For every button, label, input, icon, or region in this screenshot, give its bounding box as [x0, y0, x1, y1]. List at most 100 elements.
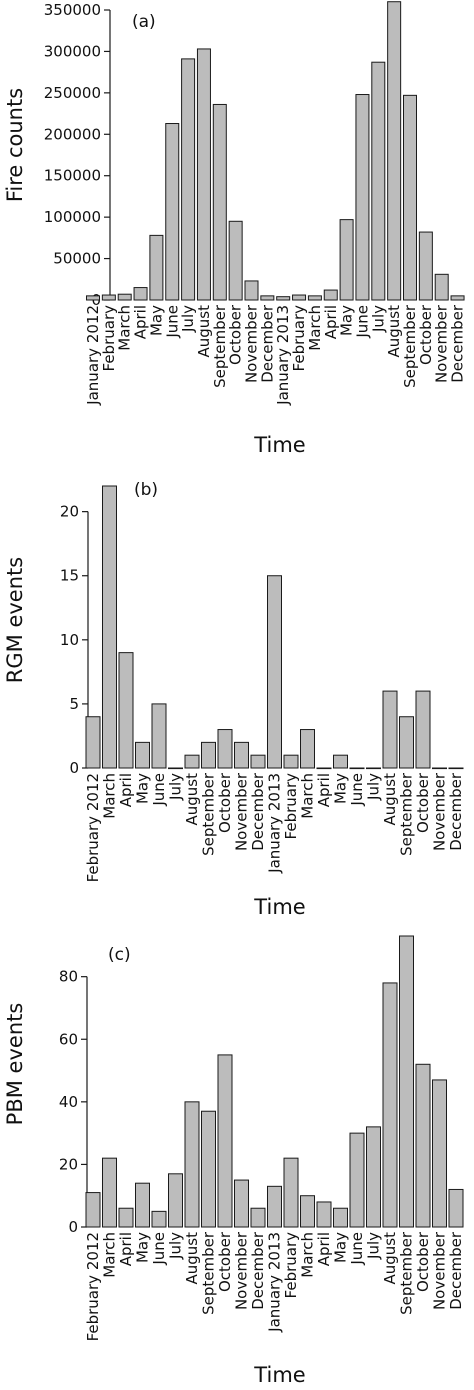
bar: [102, 1157, 117, 1228]
x-tick-label: February: [282, 1232, 300, 1299]
bar: [371, 61, 386, 301]
bar: [415, 690, 431, 769]
bar: [316, 1201, 332, 1228]
x-tick-label: May: [332, 773, 350, 804]
x-tick-label: June: [150, 773, 168, 807]
y-tick-label: 20: [59, 1155, 78, 1173]
y-tick-label: 60: [59, 1030, 78, 1048]
y-tick-label: 10: [60, 631, 79, 649]
x-tick-label: April: [315, 1232, 333, 1266]
bar: [168, 767, 183, 770]
bar: [151, 1210, 167, 1228]
bar: [418, 231, 433, 301]
y-tick-label: 5: [69, 695, 79, 713]
bar: [307, 295, 322, 301]
bar: [387, 1, 402, 301]
bar: [250, 754, 266, 769]
bar: [135, 741, 150, 769]
bar: [250, 1207, 266, 1228]
x-tick-label: April: [322, 305, 340, 339]
x-tick-label: July: [167, 773, 185, 801]
x-tick-label: March: [101, 773, 119, 819]
bar: [267, 575, 282, 769]
bar: [448, 767, 464, 770]
x-tick-label: October: [216, 1231, 234, 1292]
bar: [432, 767, 447, 770]
x-tick-label: August: [381, 1232, 399, 1285]
x-tick-label: July: [179, 305, 197, 333]
bar: [201, 1110, 216, 1228]
x-axis-label: Time: [253, 895, 305, 919]
x-tick-label: September: [401, 304, 419, 388]
x-tick-label: November: [431, 772, 449, 851]
bar: [196, 48, 211, 301]
x-tick-label: April: [132, 305, 150, 339]
x-tick-label: September: [398, 772, 416, 856]
bar: [349, 1132, 365, 1228]
x-tick-label: December: [258, 304, 276, 383]
bar: [135, 1182, 150, 1228]
bar: [382, 690, 398, 769]
bar: [86, 295, 100, 301]
x-tick-label: January 2013: [266, 1232, 284, 1333]
x-tick-label: February 2012: [84, 773, 102, 882]
x-tick-label: February: [282, 773, 300, 840]
y-axis-label: Fire counts: [3, 88, 27, 202]
bar: [234, 741, 249, 769]
bar: [168, 1173, 183, 1228]
x-tick-label: March: [299, 1232, 317, 1278]
x-tick-label: October: [417, 304, 435, 365]
x-tick-label: February: [290, 305, 308, 372]
x-tick-label: May: [134, 1232, 152, 1263]
x-tick-label: July: [365, 1232, 383, 1260]
x-tick-label: July: [167, 1232, 185, 1260]
x-tick-label: October: [414, 772, 432, 833]
x-tick-label: December: [447, 1231, 465, 1310]
y-tick-label: 200000: [44, 125, 101, 143]
y-tick-label: 250000: [44, 84, 101, 102]
x-tick-label: March: [101, 1232, 119, 1278]
bar: [403, 94, 417, 301]
bar: [217, 729, 233, 769]
x-axis-label: Time: [253, 1363, 305, 1387]
bar: [117, 293, 132, 301]
x-tick-label: March: [306, 305, 324, 351]
x-tick-label: December: [449, 304, 467, 383]
bar: [339, 219, 354, 301]
bar: [151, 703, 167, 769]
x-tick-label: June: [163, 305, 181, 339]
bar: [133, 287, 148, 301]
bar: [366, 767, 381, 770]
chart-svg: 0500001000001500002000002500003000003500…: [3, 1, 467, 457]
bar: [323, 289, 338, 301]
y-tick-label: 0: [69, 759, 79, 777]
bar: [85, 1192, 101, 1228]
x-tick-label: November: [431, 1231, 449, 1310]
bar: [283, 754, 299, 769]
y-tick-label: 150000: [44, 167, 101, 185]
bar: [292, 294, 307, 301]
y-axis-label: PBM events: [3, 1003, 27, 1126]
bar: [349, 767, 365, 770]
y-axis-label: RGM events: [3, 557, 27, 683]
x-tick-label: August: [195, 305, 213, 358]
bar: [102, 485, 117, 769]
bar: [300, 729, 315, 769]
y-tick-label: 50000: [53, 250, 101, 268]
bar: [118, 652, 134, 769]
x-tick-label: March: [116, 305, 134, 351]
panel-tag: (a): [132, 12, 156, 32]
x-axis-label: Time: [253, 433, 305, 457]
x-tick-label: December: [249, 772, 267, 851]
x-tick-label: October: [414, 1231, 432, 1292]
x-tick-label: January 2013: [274, 305, 292, 406]
x-tick-label: May: [147, 305, 165, 336]
bar: [276, 296, 291, 301]
bar: [366, 1126, 381, 1228]
x-tick-label: October: [216, 772, 234, 833]
bar: [399, 935, 414, 1228]
y-tick-label: 100000: [44, 208, 101, 226]
chart-panel-c: 0 20 40 60 80 February 2012 March April May June J…: [0, 924, 474, 1390]
bar: [149, 234, 164, 301]
x-tick-label: April: [117, 773, 135, 807]
